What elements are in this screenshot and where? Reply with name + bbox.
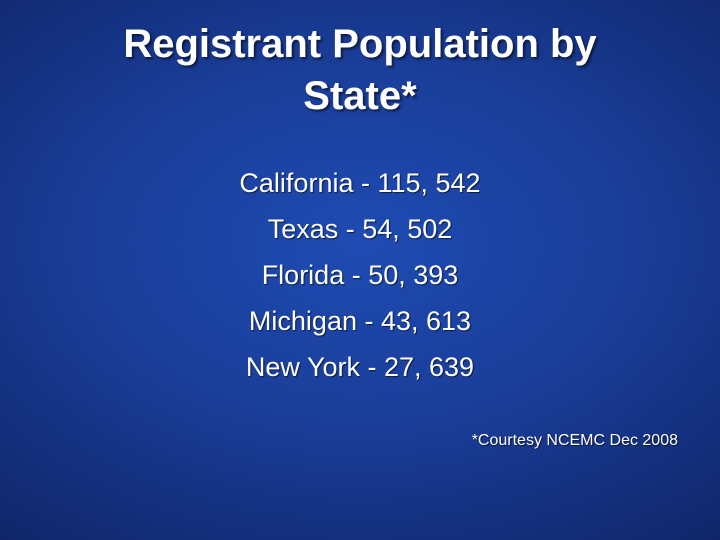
state-population-list: California - 115, 542 Texas - 54, 502 Fl…	[160, 160, 560, 390]
list-item: California - 115, 542	[239, 168, 481, 198]
title-line-2: State*	[303, 74, 417, 118]
list-item: New York - 27, 639	[245, 352, 475, 382]
slide-title: Registrant Population by State*	[60, 18, 660, 122]
list-item: Texas - 54, 502	[267, 214, 453, 244]
list-item: Michigan - 43, 613	[248, 306, 472, 336]
source-footnote: *Courtesy NCEMC Dec 2008	[471, 432, 678, 449]
title-line-1: Registrant Population by	[123, 22, 597, 66]
list-item: Florida - 50, 393	[261, 260, 459, 290]
